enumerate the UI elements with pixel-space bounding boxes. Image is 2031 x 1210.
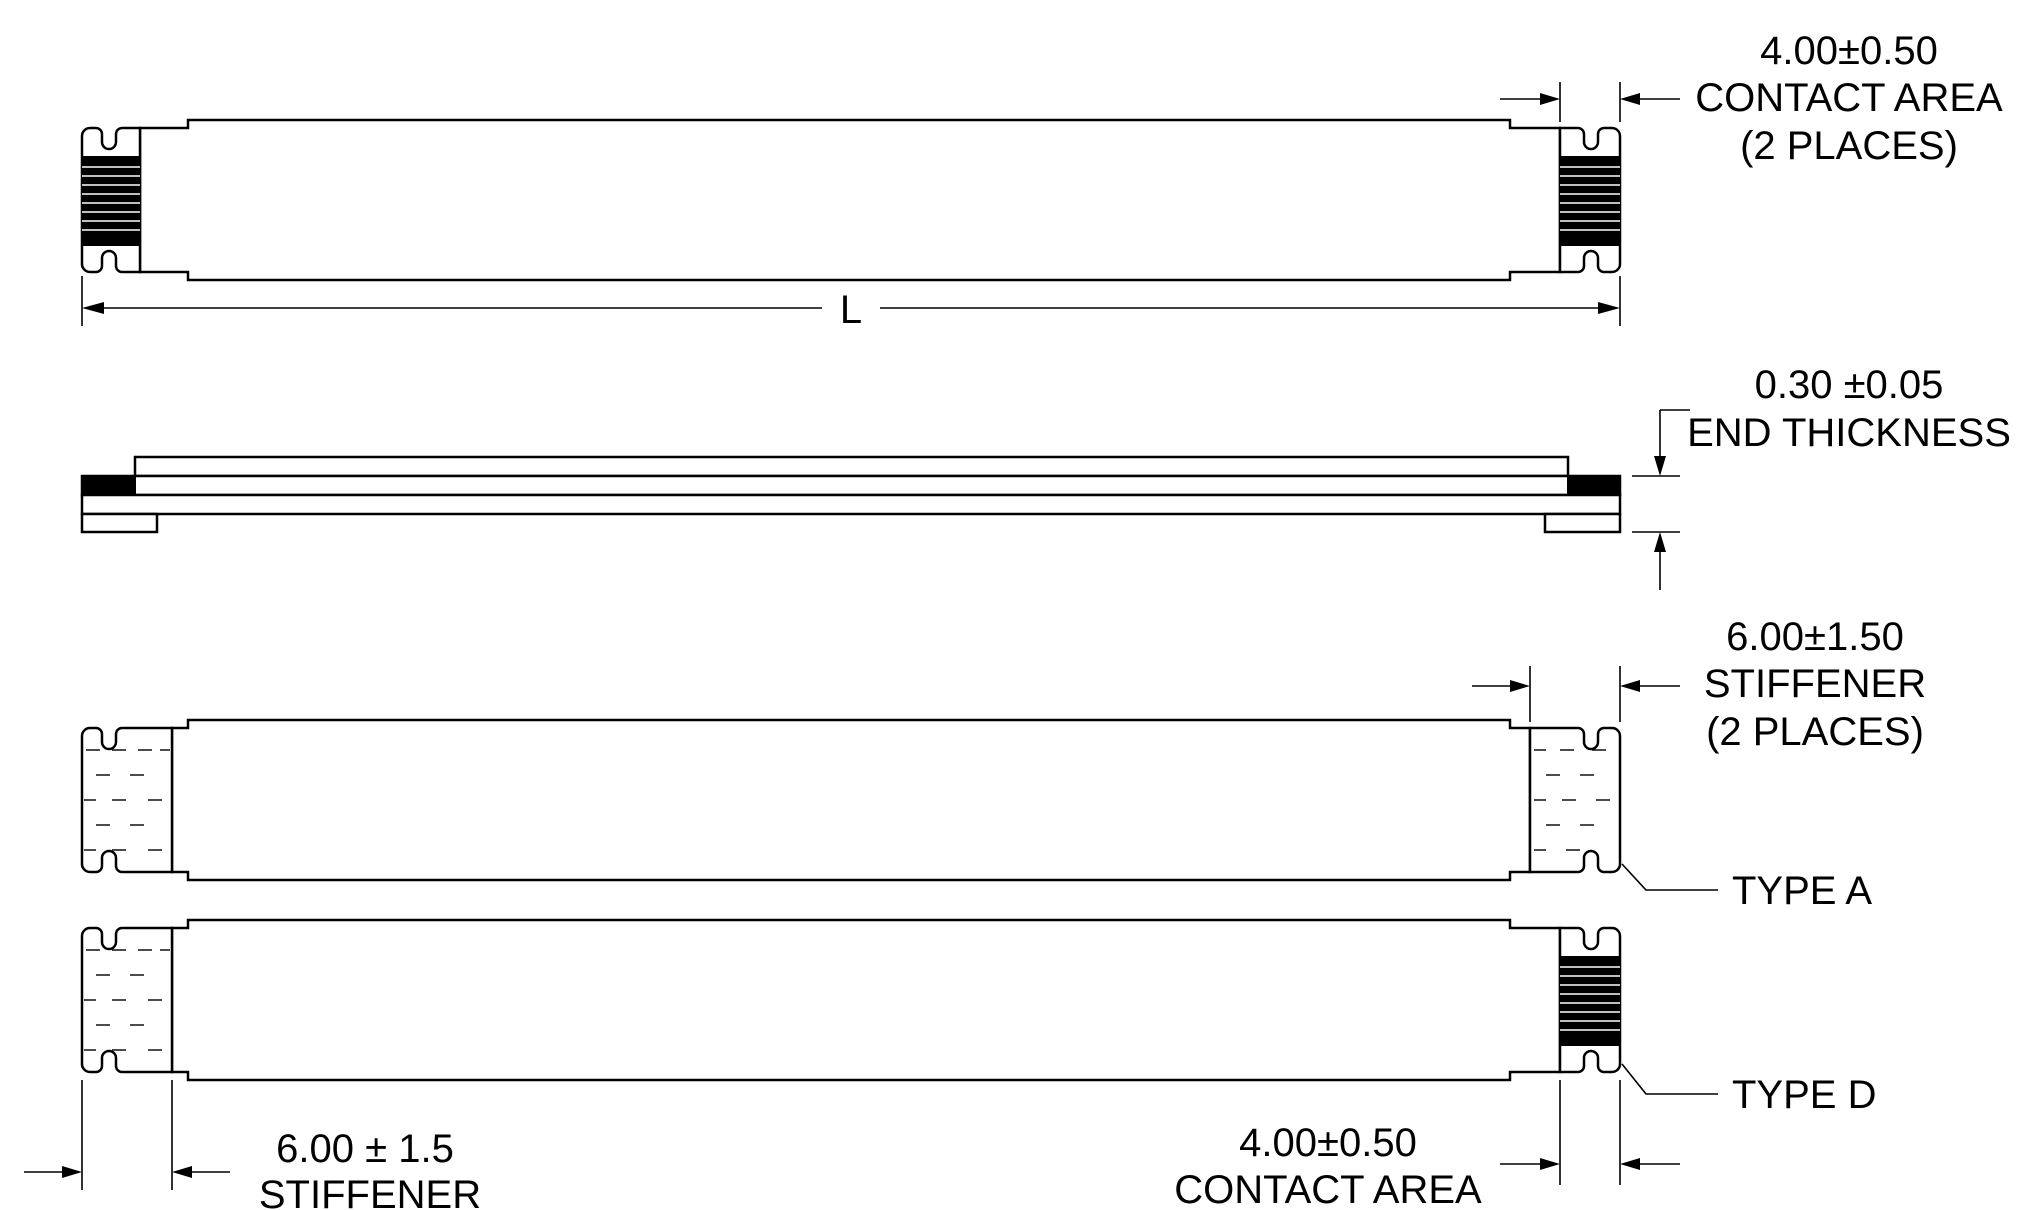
base-layer: [80, 493, 1622, 516]
type-d-contact-area-dimension: [1500, 1080, 1680, 1185]
type-a-left-tab: [80, 726, 174, 874]
contact-area-value: 4.00±0.50: [1760, 29, 1938, 73]
end-thickness-dimension: [1632, 409, 1690, 590]
type-d-right-contact-area: [1559, 956, 1621, 1046]
top-cover-layer: [133, 455, 1570, 478]
type-a-view: 6.00±1.50 STIFFENER (2 PLACES) TYPE A: [80, 615, 1926, 913]
type-d-stiffener-value: 6.00 ± 1.5: [276, 1127, 454, 1171]
type-a-leader: [1621, 863, 1718, 891]
end-thickness-label: END THICKNESS: [1687, 411, 2011, 455]
type-a-stiffener-label: STIFFENER: [1704, 662, 1926, 706]
contact-area-dimension: [1500, 82, 1680, 122]
type-d-contact-area-label: CONTACT AREA: [1174, 1168, 1482, 1210]
right-stiffener-side: [1543, 512, 1622, 534]
type-a-label: TYPE A: [1732, 869, 1872, 913]
length-dimension: [81, 276, 1621, 326]
type-d-stiffener-dimension: [24, 1080, 230, 1190]
type-d-view: TYPE D 6.00 ± 1.5 STIFFENER 4.00±0.50 CO…: [24, 918, 1876, 1210]
end-thickness-value: 0.30 ±0.05: [1755, 363, 1944, 407]
contact-area-label: CONTACT AREA: [1695, 76, 2003, 120]
type-a-left-stiffener: [84, 728, 173, 872]
type-d-label: TYPE D: [1732, 1073, 1876, 1117]
type-a-stiffener-places: (2 PLACES): [1706, 710, 1924, 754]
type-a-cable-body: [170, 718, 1532, 882]
right-end-contact-side: [1567, 475, 1621, 496]
type-a-right-stiffener: [1529, 728, 1610, 872]
type-d-left-stiffener: [84, 928, 173, 1072]
side-view: 0.30 ±0.05 END THICKNESS: [80, 363, 2011, 590]
type-d-left-tab: [80, 926, 174, 1074]
type-d-cable-body: [170, 918, 1562, 1082]
contact-area-places: (2 PLACES): [1740, 124, 1958, 168]
conductor-layer: [80, 474, 1622, 497]
type-a-stiffener-value: 6.00±1.50: [1726, 615, 1904, 659]
cable-body: [138, 118, 1562, 282]
type-a-stiffener-dimension: [1472, 666, 1680, 722]
left-contact-area: [81, 156, 141, 246]
type-d-stiffener-label: STIFFENER: [259, 1173, 481, 1210]
left-stiffener-side: [80, 512, 159, 534]
right-contact-area: [1559, 156, 1621, 246]
top-view: 4.00±0.50 CONTACT AREA (2 PLACES) L: [80, 29, 2003, 332]
type-d-leader: [1621, 1063, 1718, 1095]
left-end-contact-side: [81, 475, 136, 496]
type-d-contact-area-value: 4.00±0.50: [1239, 1121, 1417, 1165]
length-label: L: [840, 288, 862, 332]
